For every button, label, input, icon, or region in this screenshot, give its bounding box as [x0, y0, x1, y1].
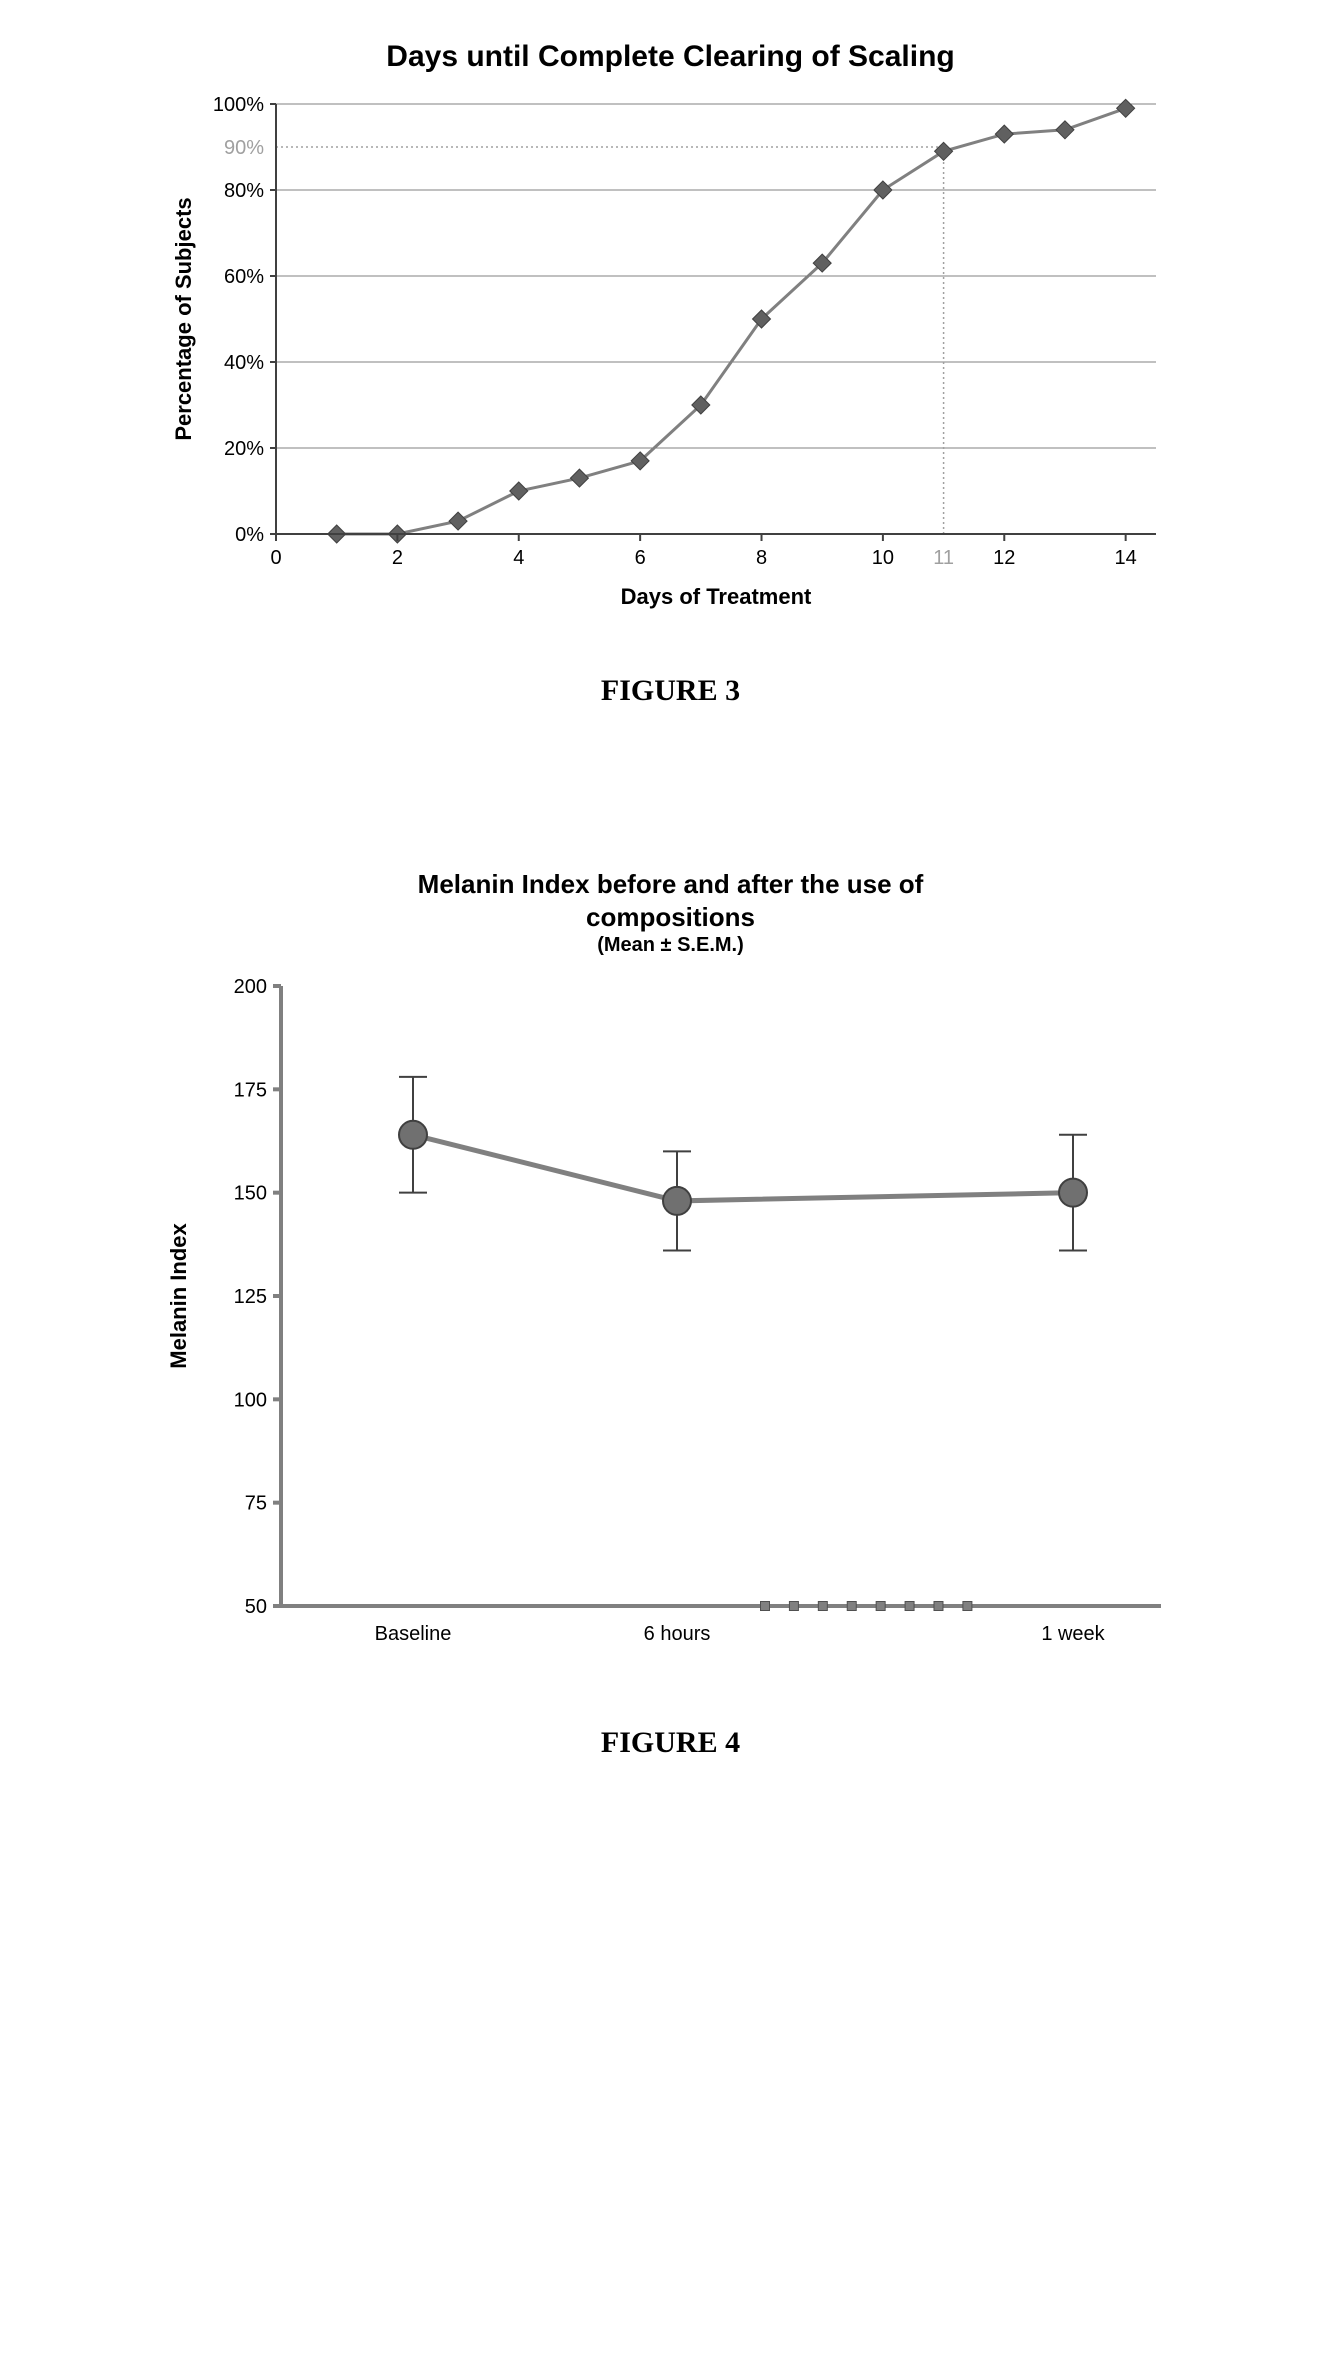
svg-text:2: 2 [391, 547, 402, 569]
svg-text:6: 6 [634, 547, 645, 569]
svg-text:Baseline: Baseline [374, 1623, 451, 1645]
svg-text:10: 10 [871, 547, 893, 569]
svg-text:14: 14 [1114, 547, 1136, 569]
chart-4-title: Melanin Index before and after the use o… [80, 868, 1261, 958]
svg-text:60%: 60% [223, 266, 263, 288]
svg-text:50: 50 [244, 1596, 266, 1618]
chart-3-title: Days until Complete Clearing of Scaling [80, 40, 1261, 74]
svg-text:150: 150 [233, 1183, 266, 1205]
page: Days until Complete Clearing of Scaling … [0, 0, 1341, 1940]
chart-3-plot: 0% 20% 40% 60% 80% 100% 90% 0 2 4 6 8 10 12 14 11 Days o… [156, 84, 1186, 624]
svg-text:0: 0 [270, 547, 281, 569]
svg-text:100: 100 [233, 1389, 266, 1411]
svg-text:4: 4 [513, 547, 524, 569]
svg-text:1 week: 1 week [1041, 1623, 1105, 1645]
svg-text:200: 200 [233, 976, 266, 998]
svg-text:Melanin Index: Melanin Index [166, 1223, 191, 1369]
svg-text:80%: 80% [223, 180, 263, 202]
svg-text:12: 12 [993, 547, 1015, 569]
svg-text:20%: 20% [223, 438, 263, 460]
figure-3: Days until Complete Clearing of Scaling … [80, 40, 1261, 708]
svg-text:40%: 40% [223, 352, 263, 374]
svg-text:6 hours: 6 hours [643, 1623, 710, 1645]
svg-text:90%: 90% [223, 137, 263, 159]
svg-text:Percentage of Subjects: Percentage of Subjects [171, 197, 196, 440]
svg-text:8: 8 [755, 547, 766, 569]
svg-text:0%: 0% [235, 524, 264, 546]
figure-4-caption: FIGURE 4 [80, 1726, 1261, 1760]
svg-text:100%: 100% [212, 94, 263, 116]
svg-text:175: 175 [233, 1079, 266, 1101]
figure-4: Melanin Index before and after the use o… [80, 868, 1261, 1760]
chart-4-plot: 50 75 100 125 150 175 200 Baseline 6 hours 1 week… [151, 966, 1191, 1676]
svg-text:75: 75 [244, 1493, 266, 1515]
svg-text:125: 125 [233, 1286, 266, 1308]
svg-text:11: 11 [933, 547, 954, 569]
figure-3-caption: FIGURE 3 [80, 674, 1261, 708]
svg-text:Days of Treatment: Days of Treatment [620, 584, 811, 609]
